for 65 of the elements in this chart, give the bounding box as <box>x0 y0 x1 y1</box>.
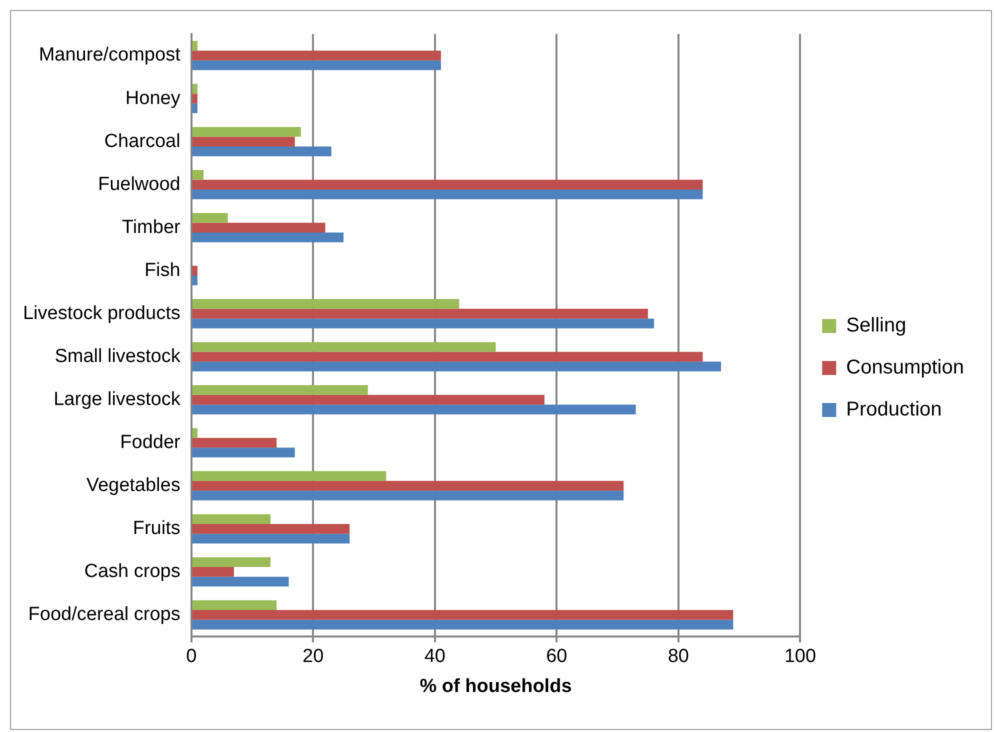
bar <box>192 557 270 567</box>
x-tick-label: 60 <box>546 646 568 668</box>
bar <box>192 50 441 60</box>
bar <box>192 620 734 630</box>
legend-label: Consumption <box>846 356 964 379</box>
bar <box>192 600 277 610</box>
bar <box>192 352 703 362</box>
bar <box>192 428 198 438</box>
y-tick-label: Livestock products <box>22 302 180 324</box>
bar <box>192 404 636 414</box>
y-tick-label: Vegetables <box>86 475 180 496</box>
bar <box>192 308 648 319</box>
bar <box>192 394 544 405</box>
bar <box>192 84 198 94</box>
bar <box>192 146 332 156</box>
bar <box>192 299 460 309</box>
bar <box>192 534 350 544</box>
y-tick-label: Manure/compost <box>38 44 182 66</box>
bar <box>192 189 703 200</box>
bar <box>192 524 350 534</box>
x-tick-label: 0 <box>186 646 197 668</box>
y-tick-label: Cash crops <box>84 561 180 582</box>
legend-label: Selling <box>846 314 906 337</box>
bar <box>192 490 624 500</box>
legend-label: Production <box>846 398 942 421</box>
bar <box>192 471 386 481</box>
x-tick-label: 100 <box>784 646 816 668</box>
y-tick-label: Fruits <box>132 518 180 540</box>
bar <box>192 136 295 146</box>
bar <box>192 213 228 223</box>
y-tick-label: Large livestock <box>54 388 181 410</box>
bar <box>192 342 496 352</box>
bar <box>192 514 270 524</box>
bar <box>192 180 703 190</box>
x-axis-title: % of households <box>420 676 572 697</box>
y-tick-label: Honey <box>125 88 181 109</box>
bar <box>192 170 204 180</box>
bar <box>192 222 326 233</box>
bar <box>192 276 198 286</box>
bar <box>192 576 289 586</box>
bar <box>192 126 301 137</box>
y-tick-label: Timber <box>122 216 182 238</box>
x-tick-label: 80 <box>668 646 689 668</box>
bar <box>192 362 722 372</box>
y-tick-label: Charcoal <box>104 130 180 152</box>
y-tick-label: Fodder <box>120 432 182 454</box>
bar <box>192 60 441 70</box>
bar <box>192 480 624 491</box>
bar <box>192 232 344 242</box>
bar <box>192 318 654 328</box>
x-tick-label: 20 <box>302 646 324 668</box>
bar <box>192 103 198 114</box>
bar <box>192 40 198 51</box>
y-tick-label: Fuelwood <box>98 174 180 195</box>
bar <box>192 266 198 276</box>
bar <box>192 566 234 577</box>
bar <box>192 385 368 395</box>
y-tick-label: Food/cereal crops <box>28 604 180 626</box>
bar <box>192 94 198 104</box>
x-tick-label: 40 <box>424 646 446 668</box>
bar <box>192 610 734 620</box>
y-tick-label: Fish <box>144 260 180 281</box>
bar <box>192 438 277 448</box>
bar <box>192 448 295 458</box>
y-tick-label: Small livestock <box>54 346 181 367</box>
